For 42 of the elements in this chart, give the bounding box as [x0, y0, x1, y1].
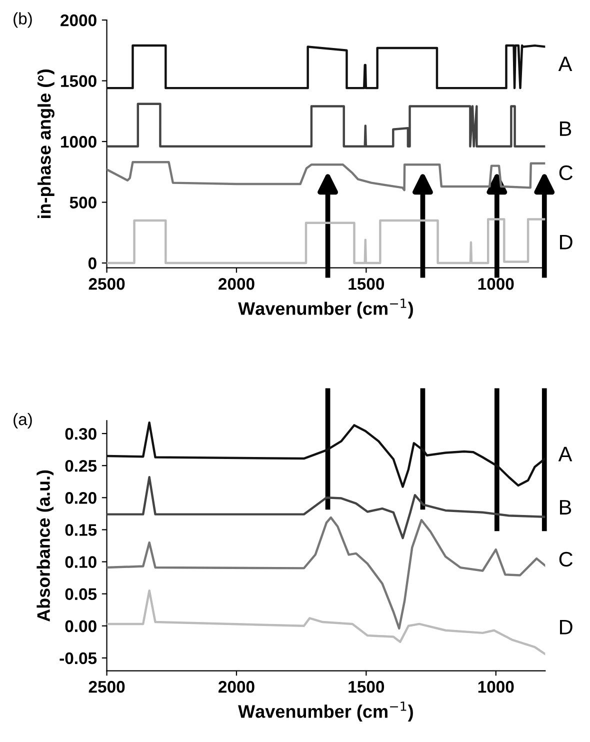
y-tick-label: 0.10	[65, 556, 96, 568]
line-series	[106, 218, 546, 264]
line-series	[106, 516, 546, 630]
y-tick-label: -0.05	[60, 652, 97, 664]
y-tick-label: 0.05	[65, 588, 97, 600]
y-tick-label: 0.00	[65, 620, 96, 632]
line-series	[106, 476, 546, 540]
y-tick-label: 1000	[61, 136, 96, 148]
line-series	[106, 102, 546, 148]
line-series	[106, 44, 546, 90]
y-tick-label: 0.20	[65, 492, 96, 504]
series-label: B	[560, 122, 572, 136]
y-axis-title: in-phase angle (°)	[38, 70, 54, 218]
series-label: C	[559, 552, 573, 567]
series-label: A	[558, 446, 572, 462]
x-tick-label: 2000	[218, 680, 254, 693]
x-tick-label: 2500	[88, 278, 125, 290]
x-tick-label: 1000	[478, 278, 514, 290]
y-tick-label: 500	[70, 196, 96, 208]
y-axis-title: Absorbance (a.u.)	[36, 470, 54, 622]
x-axis-title: Wavenumber (cm$^{−1}$)	[238, 702, 413, 722]
line-series	[106, 590, 546, 656]
line-series	[106, 422, 546, 488]
series-label: D	[560, 620, 572, 634]
y-tick-label: 0	[88, 257, 96, 270]
y-tick-label: 2000	[60, 14, 96, 26]
y-tick-label: 0.25	[65, 460, 97, 472]
series-label: A	[558, 56, 572, 72]
x-tick-label: 1000	[478, 680, 514, 693]
x-axis-title: Wavenumber (cm$^{−1}$)	[238, 298, 413, 319]
x-tick-label: 2500	[88, 680, 125, 693]
y-tick-label: 1500	[61, 75, 96, 87]
series-label: C	[559, 165, 573, 180]
chart-title: (a)	[14, 412, 32, 428]
y-tick-label: 0.15	[65, 524, 97, 536]
series-label: D	[560, 234, 572, 250]
x-tick-label: 1500	[348, 680, 384, 693]
series-label: B	[560, 500, 572, 514]
x-tick-label: 1500	[348, 278, 384, 290]
x-tick-label: 2000	[218, 278, 254, 290]
chart-title: (b)	[14, 12, 32, 28]
y-tick-label: 0.30	[65, 428, 96, 440]
